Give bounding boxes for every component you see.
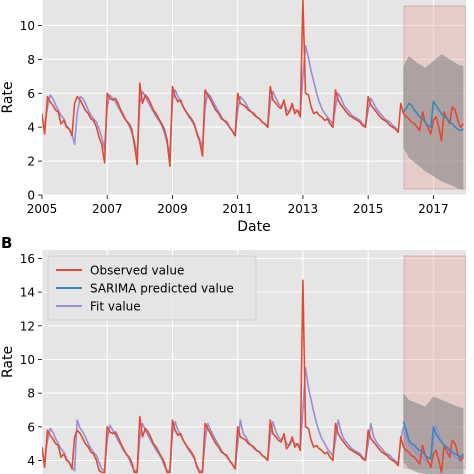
y-tick-label: 6 [27, 87, 35, 101]
series-line-0 [42, 0, 465, 167]
y-tick-label: 14 [20, 286, 35, 300]
x-axis-label: Date [237, 219, 270, 235]
y-tick-label: 4 [27, 121, 35, 135]
y-tick-label: 2 [27, 155, 35, 169]
x-tick-label: 2013 [288, 202, 319, 216]
y-tick-label: 8 [27, 53, 35, 67]
y-axis-label: Rate [0, 81, 16, 113]
legend-box [47, 255, 257, 321]
legend-label: Observed value [90, 264, 184, 278]
y-tick-label: 0 [27, 189, 35, 203]
series-line-1 [402, 421, 465, 460]
y-axis-label: Rate [0, 346, 16, 378]
chart-panel-b: 4 6 8 10 12 14 16 Rate B Observed value SARIMA pre… [0, 234, 466, 474]
x-tick-label: 2009 [157, 202, 188, 216]
y-tick-label: 4 [27, 454, 35, 468]
chart-panel-a: 0 2 4 6 8 10 2005 2007 2009 2011 2013 2015 2017 Rate D… [0, 0, 466, 235]
x-tick-label: 2005 [27, 202, 58, 216]
plot-background [42, 0, 466, 195]
series-line-0 [42, 279, 465, 474]
y-tick-label: 6 [27, 420, 35, 434]
plot-area [42, 0, 466, 190]
y-tick-label: 12 [20, 319, 35, 333]
y-tick-label: 10 [20, 353, 35, 367]
legend-label: Fit value [90, 300, 141, 314]
legend: Observed value SARIMA predicted value Fit … [47, 255, 257, 321]
panel-label: B [1, 234, 12, 252]
x-tick-label: 2007 [92, 202, 123, 216]
x-tick-label: 2015 [353, 202, 384, 216]
legend-label: SARIMA predicted value [90, 282, 234, 296]
series-line-1 [402, 100, 464, 132]
y-tick-label: 10 [20, 19, 35, 33]
plot-area [42, 255, 466, 474]
x-tick-label: 2011 [222, 202, 253, 216]
y-tick-label: 8 [27, 387, 35, 401]
y-tick-label: 16 [20, 252, 35, 266]
x-tick-label: 2017 [418, 202, 449, 216]
